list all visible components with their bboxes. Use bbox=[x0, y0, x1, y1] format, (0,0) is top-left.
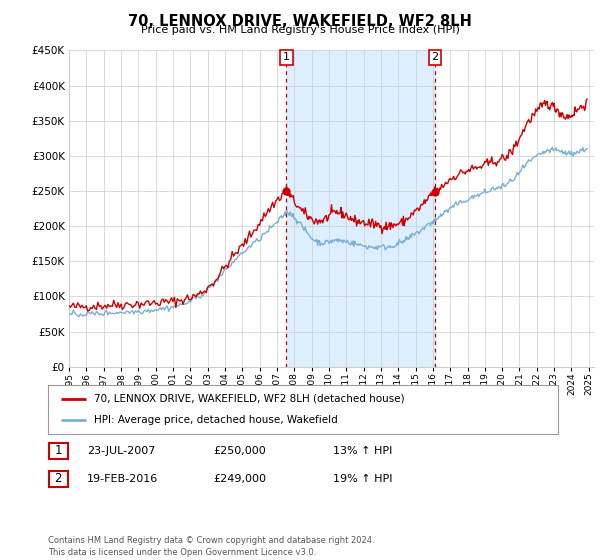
Text: 70, LENNOX DRIVE, WAKEFIELD, WF2 8LH: 70, LENNOX DRIVE, WAKEFIELD, WF2 8LH bbox=[128, 14, 472, 29]
Text: Price paid vs. HM Land Registry's House Price Index (HPI): Price paid vs. HM Land Registry's House … bbox=[140, 25, 460, 35]
Text: HPI: Average price, detached house, Wakefield: HPI: Average price, detached house, Wake… bbox=[94, 415, 338, 425]
Text: 2: 2 bbox=[55, 472, 62, 486]
Text: 1: 1 bbox=[283, 53, 290, 62]
Text: Contains HM Land Registry data © Crown copyright and database right 2024.
This d: Contains HM Land Registry data © Crown c… bbox=[48, 536, 374, 557]
Text: £250,000: £250,000 bbox=[213, 446, 266, 456]
Text: 19-FEB-2016: 19-FEB-2016 bbox=[87, 474, 158, 484]
Text: 1: 1 bbox=[55, 444, 62, 458]
Text: 19% ↑ HPI: 19% ↑ HPI bbox=[333, 474, 392, 484]
Bar bbox=[286, 50, 435, 367]
Text: £249,000: £249,000 bbox=[213, 474, 266, 484]
Text: 13% ↑ HPI: 13% ↑ HPI bbox=[333, 446, 392, 456]
Text: 23-JUL-2007: 23-JUL-2007 bbox=[87, 446, 155, 456]
Text: 70, LENNOX DRIVE, WAKEFIELD, WF2 8LH (detached house): 70, LENNOX DRIVE, WAKEFIELD, WF2 8LH (de… bbox=[94, 394, 404, 404]
Text: 2: 2 bbox=[431, 53, 439, 62]
